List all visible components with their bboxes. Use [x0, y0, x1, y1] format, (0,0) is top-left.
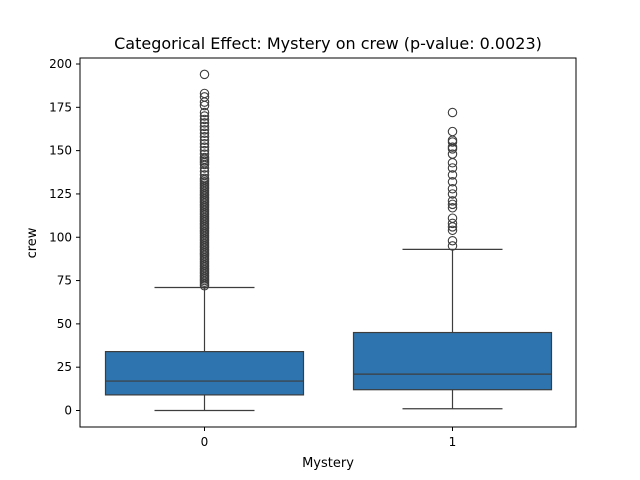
outlier-point — [199, 118, 210, 128]
outlier-point — [199, 142, 210, 152]
outlier-point — [199, 173, 210, 184]
outlier-point — [447, 177, 458, 187]
outlier-point — [447, 142, 458, 152]
plot-area — [79, 57, 577, 428]
outlier-point — [199, 132, 210, 142]
outlier-point — [199, 152, 210, 163]
iqr-box — [352, 331, 553, 391]
y-axis: 0 25 50 75 100 125 150 175 200 — [49, 57, 80, 418]
outlier-point — [199, 138, 210, 149]
y-tick-label: 100 — [49, 230, 72, 244]
outlier-point — [199, 107, 210, 118]
outlier-point — [447, 203, 458, 213]
outlier-point — [199, 125, 210, 135]
outlier-point — [199, 69, 210, 80]
box-group-0 — [104, 69, 305, 412]
x-tick-label: 0 — [201, 435, 209, 449]
y-tick-label: 175 — [49, 100, 72, 114]
outlier-point — [447, 107, 458, 118]
outlier-point — [199, 145, 210, 156]
outlier-point — [199, 88, 210, 99]
boxes-layer — [104, 69, 553, 412]
outlier-point — [199, 111, 210, 121]
x-axis-label: Mystery — [302, 456, 354, 471]
y-tick-label: 25 — [57, 360, 72, 374]
y-tick-label: 75 — [57, 274, 72, 288]
outlier-point — [199, 114, 210, 125]
y-tick-label: 200 — [49, 57, 72, 71]
y-axis-label: crew — [25, 227, 40, 258]
y-tick-label: 150 — [49, 144, 72, 158]
outlier-point — [199, 92, 210, 102]
outlier-point — [447, 235, 458, 246]
outlier-point — [199, 149, 210, 159]
chart-title: Categorical Effect: Mystery on crew (p-v… — [114, 34, 542, 53]
outlier-point — [199, 170, 210, 180]
x-tick-label: 1 — [449, 435, 457, 449]
y-tick-label: 0 — [64, 404, 72, 418]
outlier-point — [447, 196, 458, 206]
outlier-point — [447, 126, 458, 137]
outlier-point — [199, 135, 210, 145]
outlier-point — [199, 128, 210, 139]
outlier-point — [447, 183, 458, 194]
iqr-box — [104, 350, 305, 396]
y-tick-label: 125 — [49, 187, 72, 201]
outlier-point — [447, 225, 458, 236]
outlier-point — [447, 163, 458, 173]
outlier-point — [447, 213, 458, 223]
outlier-point — [199, 121, 210, 132]
outlier-point — [447, 189, 458, 199]
outlier-point — [447, 158, 458, 168]
outlier-point — [447, 241, 458, 251]
outlier-point — [447, 170, 458, 180]
outlier-point — [447, 149, 458, 159]
y-tick-label: 50 — [57, 317, 72, 331]
outlier-point — [447, 199, 458, 210]
outlier-point — [447, 218, 458, 229]
box-group-1 — [352, 107, 553, 410]
